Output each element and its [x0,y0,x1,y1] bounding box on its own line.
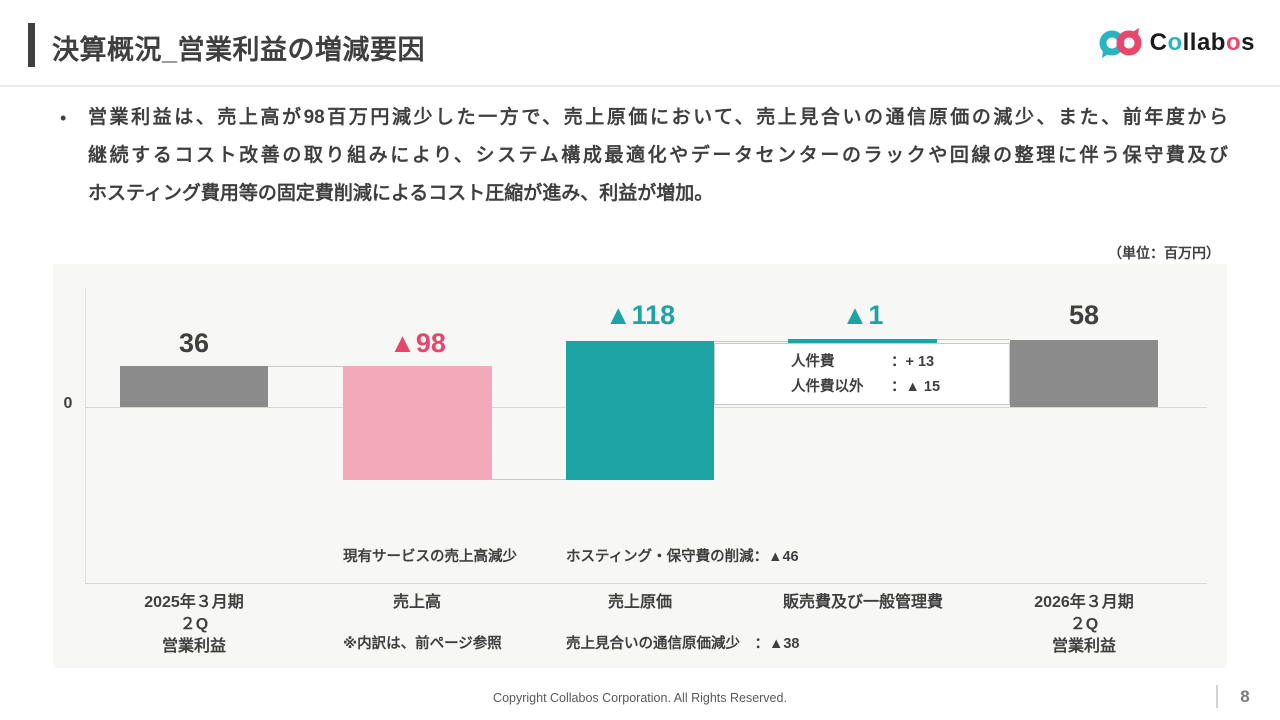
waterfall-chart: 0 36 ▲98 ▲118 ▲1 58 人件費 ：+ 13 人件費以外 ：▲ 1… [53,264,1227,668]
sga-row-non-personnel: 人件費以外 ：▲ 15 [715,375,1009,400]
connector-line [268,366,343,367]
bar-cogs-improvement [566,341,714,480]
bullet-marker: • [60,108,67,128]
bar-2026-operating-profit [1010,340,1158,407]
value-label-118: ▲118 [604,300,676,330]
summary-line-3: ホスティング費用等の固定費削減によるコスト圧縮が進み、利益が増加。 [88,183,714,204]
connector-line [937,339,1010,340]
bar-sales-decrease [343,366,492,480]
sga-row-value: ：+ 13 [891,354,935,370]
category-label-cogs: 売上原価 [607,594,672,611]
sga-row-value: ：▲ 15 [891,379,941,395]
value-label-36: 36 [178,328,210,358]
category-label-sga: 販売費及び一般管理費 [782,594,943,611]
value-label-58: 58 [1068,300,1100,330]
sga-row-label: 人件費以外 [791,379,864,395]
bar-sga-improvement [788,339,937,343]
collabos-logo: Collabos [1097,27,1255,59]
value-label-98: ▲98 [389,328,446,358]
page-number: 8 [1240,687,1250,706]
category-label-2025: 2025年３月期 ２Q 営業利益 [144,594,244,655]
y-axis-line [85,288,86,583]
summary-line-1: 営業利益は、売上高が98百万円減少した一方で、売上原価において、売上見合いの通信… [88,107,1228,128]
header-divider [0,85,1280,87]
copyright-text: Copyright Collabos Corporation. All Righ… [493,691,787,705]
cogs-note-1: ホスティング・保守費の削減：▲46 [566,549,799,565]
summary-block: • 営業利益は、売上高が98百万円減少した一方で、売上原価において、売上見合いの… [60,99,1230,213]
cogs-bar-notes: ホスティング・保守費の削減：▲46 売上見合いの通信原価減少 ：▲38 [566,485,799,717]
sales-note-2: ※内訳は、前ページ参照 [343,636,502,652]
x-axis-line [85,583,1207,584]
cogs-note-2: 売上見合いの通信原価減少 ：▲38 [566,636,800,652]
summary-text: 営業利益は、売上高が98百万円減少した一方で、売上原価において、売上見合いの通信… [88,99,1228,213]
bar-2025-operating-profit [120,366,268,407]
page-title: 決算概況_営業利益の増減要因 [52,35,426,65]
sga-row-label: 人件費 [791,354,835,370]
sga-breakdown-box: 人件費 ：+ 13 人件費以外 ：▲ 15 [714,343,1010,405]
sales-note-1: 現有サービスの売上高減少 [343,549,517,565]
summary-line-2: 継続するコスト改善の取り組みにより、システム構成最適化やデータセンターのラックや… [88,145,1228,166]
title-accent-bar [28,23,35,67]
zero-tick-label: 0 [63,395,73,412]
connector-line [492,479,566,480]
logo-wordmark: Collabos [1149,29,1255,56]
value-label-1: ▲1 [841,300,884,330]
sga-row-personnel: 人件費 ：+ 13 [715,350,1009,375]
collabos-logo-icon [1097,27,1145,59]
page-number-separator [1216,685,1218,708]
sales-bar-notes: 現有サービスの売上高減少 ※内訳は、前ページ参照 [343,485,517,717]
category-label-sales: 売上高 [392,594,441,611]
unit-label: （単位：百万円） [1108,245,1220,261]
connector-line [714,341,788,342]
category-label-2026: 2026年３月期 ２Q 営業利益 [1034,594,1134,655]
